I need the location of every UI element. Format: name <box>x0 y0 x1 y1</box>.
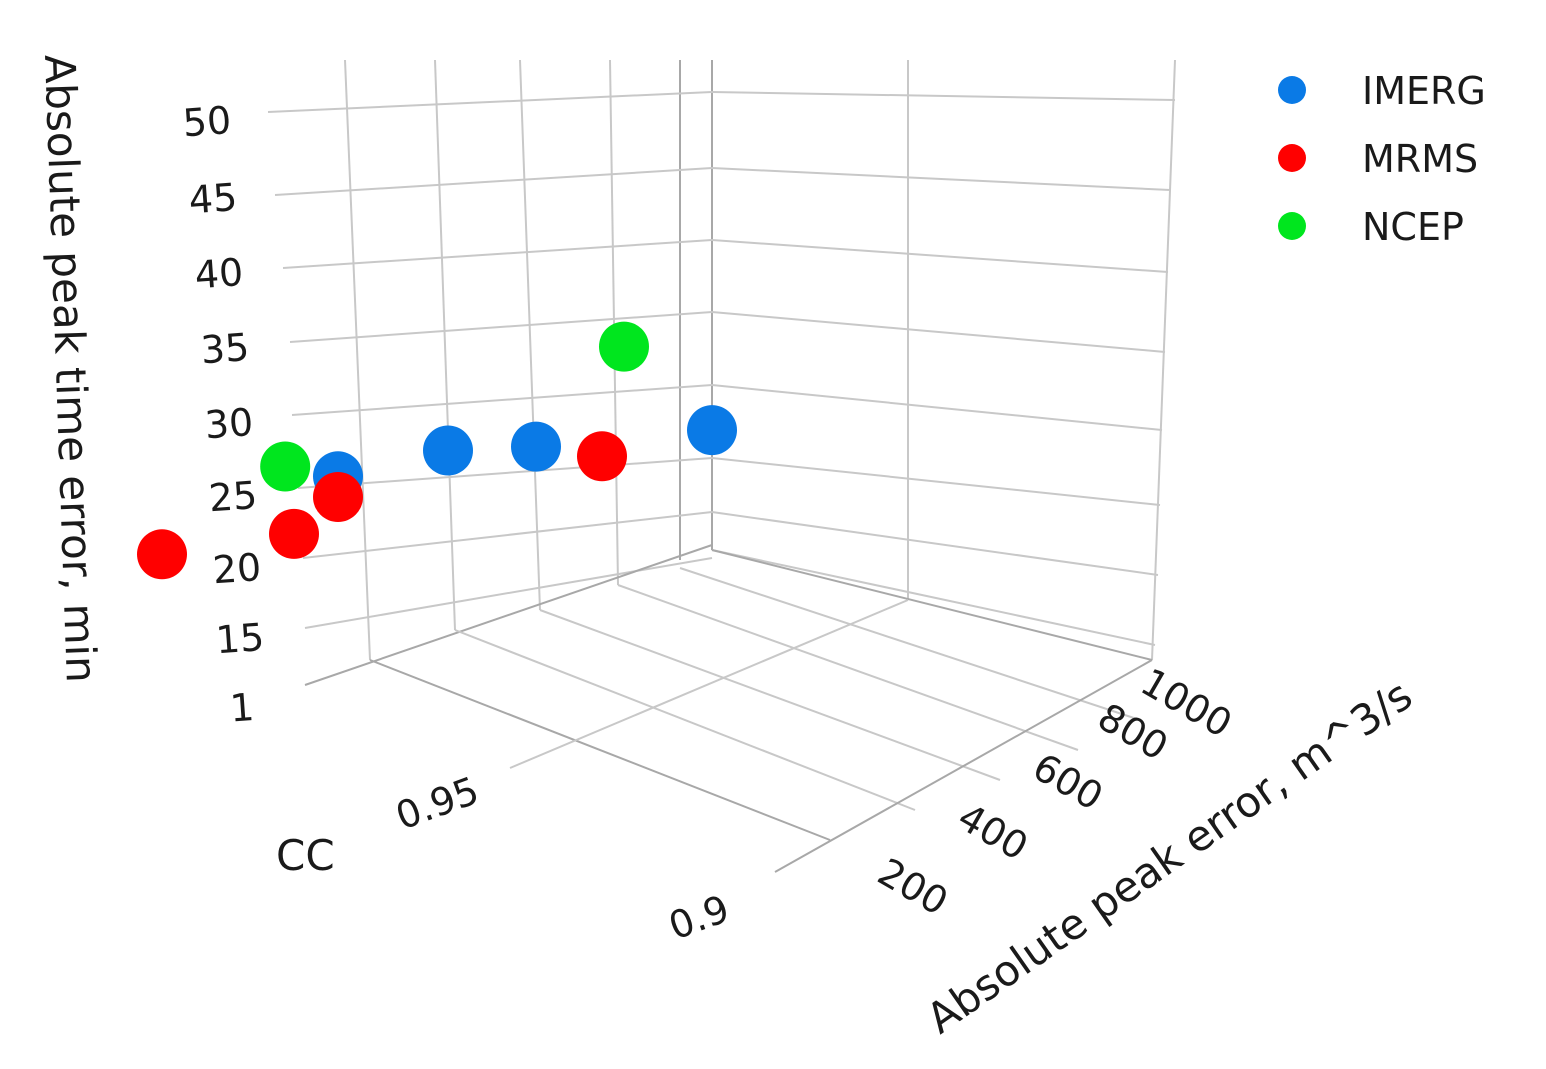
gridline <box>1151 59 1176 661</box>
gridline <box>711 91 1176 101</box>
gridline <box>282 239 713 269</box>
z-axis-title: Absolute peak time error, min <box>35 54 106 684</box>
z-tick-label: 30 <box>203 400 254 447</box>
point-imerg-2 <box>511 421 561 472</box>
gridline <box>711 511 1159 576</box>
tick-labels: 50 45 40 35 30 25 20 15 1 0.95 0.9 200 4… <box>181 98 1239 948</box>
gridline <box>509 599 909 769</box>
gridline <box>519 59 541 611</box>
legend-marker-mrms <box>1278 144 1306 172</box>
z-tick-label: 1 <box>228 685 255 731</box>
cc-tick-label: 0.9 <box>663 886 735 948</box>
gridline <box>267 91 713 113</box>
point-mrms-1 <box>137 529 187 580</box>
gridline <box>539 609 1001 781</box>
point-imerg-0 <box>423 425 473 476</box>
gridline <box>774 659 1153 873</box>
point-ncep-1 <box>599 321 649 372</box>
gridline <box>711 457 1161 506</box>
z-tick-label: 40 <box>193 250 244 297</box>
point-mrms-2 <box>577 431 627 482</box>
z-tick-label: 50 <box>181 98 232 145</box>
point-mrms-0 <box>269 508 319 559</box>
z-tick-label: 20 <box>211 545 262 592</box>
grid <box>267 59 1176 873</box>
legend-marker-ncep <box>1278 212 1306 240</box>
legend-label-mrms: MRMS <box>1362 137 1478 181</box>
gridline <box>291 384 713 416</box>
cc-tick-label: 0.95 <box>390 768 485 838</box>
markers <box>137 321 737 580</box>
gridline <box>434 59 456 631</box>
gridline <box>617 584 1079 751</box>
legend-marker-imerg <box>1278 76 1306 104</box>
gridline <box>297 457 713 489</box>
gridline <box>369 659 831 841</box>
gridline <box>711 167 1171 191</box>
x-tick-label: 600 <box>1026 745 1111 819</box>
gridline <box>711 311 1166 353</box>
gridline <box>711 549 1156 646</box>
gridline <box>711 239 1169 273</box>
legend: IMERG MRMS NCEP <box>1278 69 1486 249</box>
z-tick-label: 45 <box>187 175 238 222</box>
x-tick-label: 400 <box>951 795 1036 869</box>
legend-label-ncep: NCEP <box>1362 205 1464 249</box>
gridline <box>302 511 713 559</box>
cc-axis-title: CC <box>276 831 335 880</box>
z-tick-label: 35 <box>199 325 250 372</box>
gridline <box>304 557 713 629</box>
legend-label-imerg: IMERG <box>1362 69 1486 113</box>
x-tick-label: 200 <box>871 850 956 924</box>
gridline <box>711 549 1153 661</box>
gridline <box>274 167 713 196</box>
point-mrms-3 <box>313 472 363 522</box>
z-tick-label: 15 <box>214 615 265 662</box>
gridline <box>289 311 713 343</box>
gridline <box>679 567 1141 721</box>
z-tick-label: 25 <box>207 473 258 520</box>
gridline <box>711 384 1163 431</box>
gridline <box>454 629 916 811</box>
gridline <box>609 59 619 586</box>
point-imerg-3 <box>687 405 737 456</box>
point-ncep-0 <box>260 441 311 492</box>
gridline <box>344 59 371 661</box>
